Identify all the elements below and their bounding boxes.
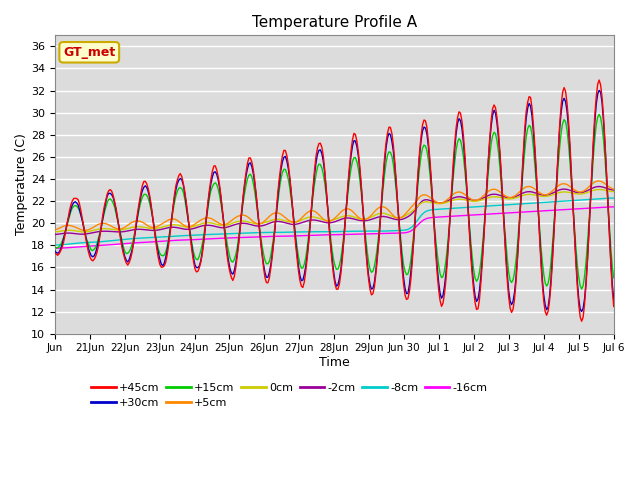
Y-axis label: Temperature (C): Temperature (C) <box>15 133 28 236</box>
X-axis label: Time: Time <box>319 356 349 369</box>
Title: Temperature Profile A: Temperature Profile A <box>252 15 417 30</box>
Legend: +45cm, +30cm, +15cm, +5cm, 0cm, -2cm, -8cm, -16cm: +45cm, +30cm, +15cm, +5cm, 0cm, -2cm, -8… <box>87 378 492 412</box>
Text: GT_met: GT_met <box>63 46 115 59</box>
